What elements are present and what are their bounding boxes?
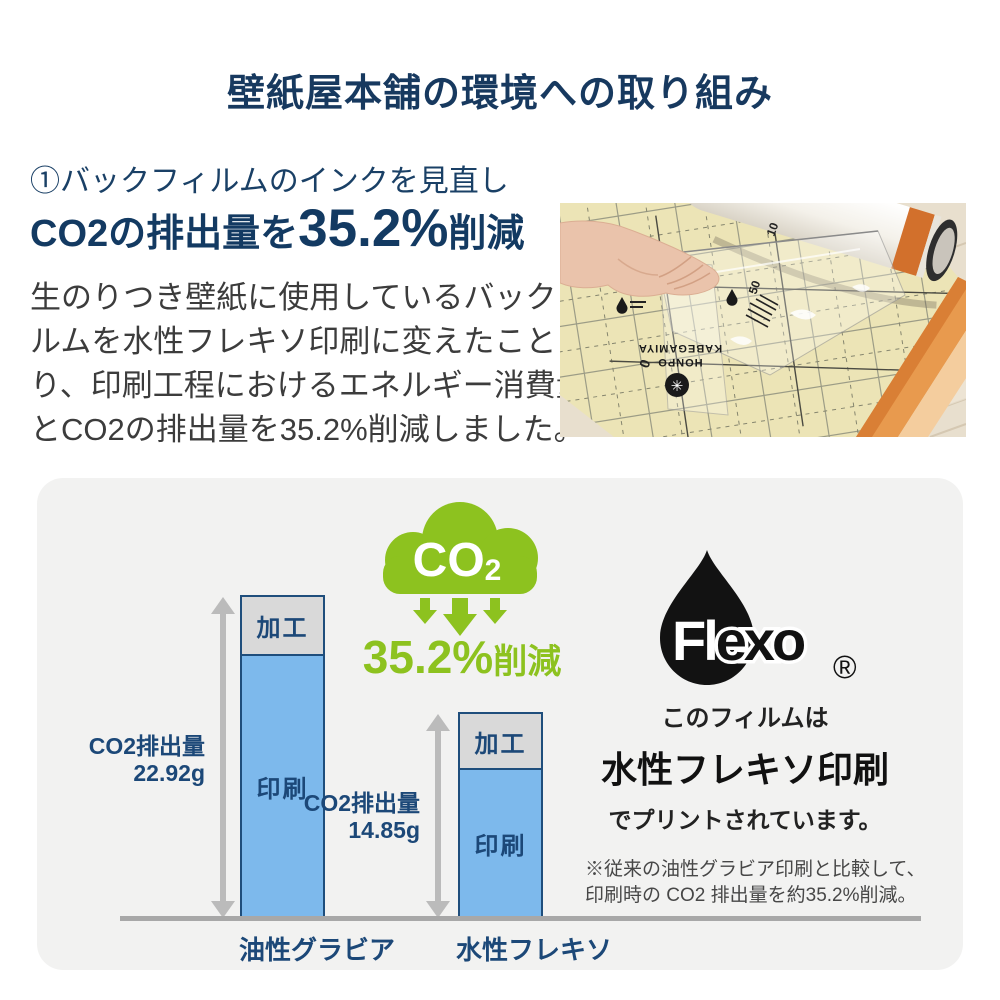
segment-label: 加工: [474, 730, 527, 758]
bar-segment-processing: 加工: [460, 714, 541, 770]
emission-label-right: CO2排出量 14.85g: [280, 790, 420, 844]
film-round-logo-icon: [665, 373, 689, 397]
headline-prefix: CO2の排出量を: [30, 213, 299, 255]
body-line: ルムを水性フレキソ印刷に変えたことによ: [30, 324, 619, 359]
segment-label: 印刷: [474, 832, 527, 860]
co2-arrow-down-small: [413, 598, 437, 624]
roll-shadow: [712, 236, 937, 309]
emission-title: CO2排出量: [88, 733, 205, 759]
film-brand-line2: HONPO: [657, 356, 702, 368]
body-paragraph: 生のりつき壁紙に使用しているバックフィ ルムを水性フレキソ印刷に変えたことによ …: [30, 276, 619, 452]
roll-end-cap: [932, 227, 955, 274]
headline-percentage: 35.2%: [298, 199, 449, 258]
flexo-caption-line2: 水性フレキソ印刷: [600, 749, 889, 790]
reduction-suffix: 削減: [493, 643, 562, 681]
wallpaper-roll: [680, 203, 958, 309]
co2-cloud-label: CO2: [413, 534, 502, 587]
flexo-logo: Flexo ®: [660, 550, 857, 685]
segment-label: 加工: [256, 615, 309, 642]
body-line: り、印刷工程におけるエネルギー消費量: [30, 368, 587, 403]
flexo-note-line2: 印刷時の CO2 排出量を約35.2%削減。: [585, 885, 917, 906]
flexo-caption: このフィルムは 水性フレキソ印刷 でプリントされています。 ※従来の油性グラビア…: [585, 698, 926, 909]
flexo-wordmark: Flexo: [672, 609, 805, 672]
emission-value: 14.85g: [348, 817, 420, 843]
reduction-annotation: 35.2%削減: [337, 630, 587, 684]
roll-body: [680, 203, 935, 271]
hand: [560, 220, 720, 297]
film-prints: KABEGAMIYA HONPO ✳ 0 50 10: [616, 220, 782, 397]
infographic-panel: CO2 35.2%削減 加工 印刷 加工 印刷 CO2排出量 22.92g: [37, 478, 963, 970]
registered-trademark-icon: ®: [833, 649, 857, 685]
section-heading: ①バックフィルムのインクを見直し: [30, 165, 509, 198]
page-title: 壁紙屋本舗の環境への取り組み: [226, 73, 773, 115]
co2-headline: CO2の排出量を 35.2% 削減: [30, 198, 524, 259]
flexo-drop-icon: [660, 550, 754, 685]
bar-oil-gravure: 加工 印刷: [240, 595, 325, 918]
flexo-caption-line1: このフィルムは: [661, 705, 829, 732]
measure-arrow-left: [211, 597, 235, 918]
film-brand-line1: KABEGAMIYA: [638, 342, 722, 354]
headline-suffix: 削減: [448, 213, 525, 255]
bar-water-flexo: 加工 印刷: [458, 712, 543, 918]
small-drop-logo-icon: [616, 297, 628, 314]
flexo-caption-line3: でプリントされています。: [608, 807, 882, 833]
co2-cloud-icon: CO2: [383, 502, 538, 636]
sheet-orange-stripe: [856, 277, 966, 437]
ruler-number-fifty: 50: [746, 278, 764, 296]
ruler-number-ten: 10: [764, 220, 782, 238]
bar-segment-printing: 印刷: [242, 656, 323, 916]
bar-segment-processing: 加工: [242, 597, 323, 656]
category-label-water-flexo: 水性フレキソ: [455, 935, 612, 965]
film-round-logo-glyph: ✳: [671, 378, 684, 395]
photo-illustration: KABEGAMIYA HONPO ✳ 0 50 10: [560, 203, 966, 437]
body-line: 生のりつき壁紙に使用しているバックフィ: [30, 280, 618, 315]
co2-arrow-down-big: [443, 598, 477, 636]
emission-label-left: CO2排出量 22.92g: [65, 733, 205, 787]
co2-arrow-down-small: [483, 598, 507, 624]
chart-baseline: [120, 916, 921, 921]
bar-segment-printing: 印刷: [460, 770, 541, 916]
measure-arrow-right: [426, 714, 450, 918]
roll-orange-band: [891, 207, 935, 276]
category-label-oil-gravure: 油性グラビア: [238, 935, 395, 965]
segment-label: 印刷: [256, 775, 309, 803]
film-drop-logo-icon: [726, 289, 738, 306]
emission-title: CO2排出量: [303, 790, 420, 816]
roll-ring: [916, 214, 942, 278]
emission-value: 22.92g: [133, 760, 205, 786]
flexo-note-line1: ※従来の油性グラビア印刷と比較して、: [585, 859, 926, 880]
film-hatch-marks: [745, 294, 779, 328]
reduction-value: 35.2%: [362, 631, 494, 683]
wallpaper-roll-photo: KABEGAMIYA HONPO ✳ 0 50 10: [560, 203, 966, 437]
body-line: とCO2の排出量を35.2%削減しました。: [30, 412, 585, 447]
